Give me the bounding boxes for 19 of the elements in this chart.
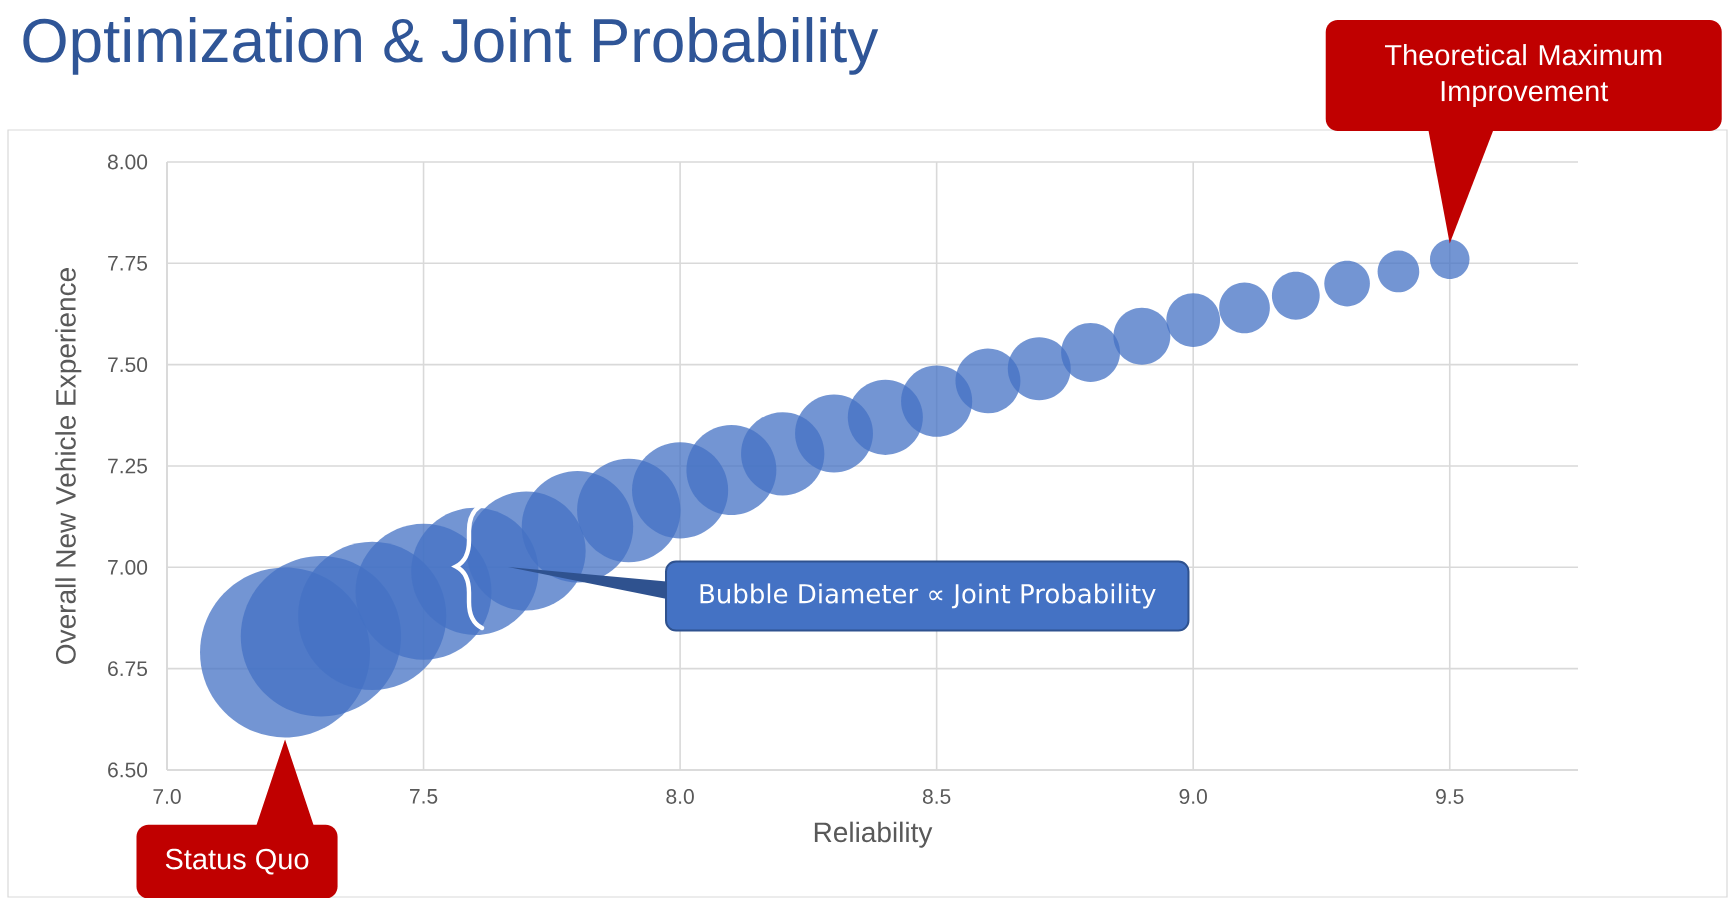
- y-tick-label: 7.75: [108, 256, 148, 271]
- annotation: Bubble Diameter ∝ Joint Probability: [700, 583, 1156, 609]
- y-tick-label: 6.75: [108, 661, 148, 677]
- x-tick-label: 8.5: [922, 789, 951, 804]
- x-tick-label: 9.5: [1436, 789, 1464, 804]
- y-tick-label: 7.25: [108, 458, 148, 474]
- text: Theoretical Maximum Improvement: [1384, 44, 1662, 108]
- x-tick-label: 9.0: [1179, 789, 1207, 804]
- text: Status Quo: [165, 848, 309, 875]
- y-tick-label: 6.50: [108, 762, 148, 778]
- x-tick-label: 7.0: [153, 789, 181, 804]
- chart-title: Optimization & Joint Probability: [23, 17, 879, 75]
- x-tick-label: 8.0: [666, 789, 694, 804]
- y-tick-label: 8.00: [107, 154, 148, 170]
- y-tick-label: 7.00: [108, 559, 148, 575]
- x-tick-label: 7.5: [410, 789, 438, 804]
- x-axis-title: Reliability: [814, 821, 933, 848]
- y-axis-title: Overall New Vehicle Experience: [55, 268, 82, 664]
- y-tick-label: 7.50: [108, 357, 148, 373]
